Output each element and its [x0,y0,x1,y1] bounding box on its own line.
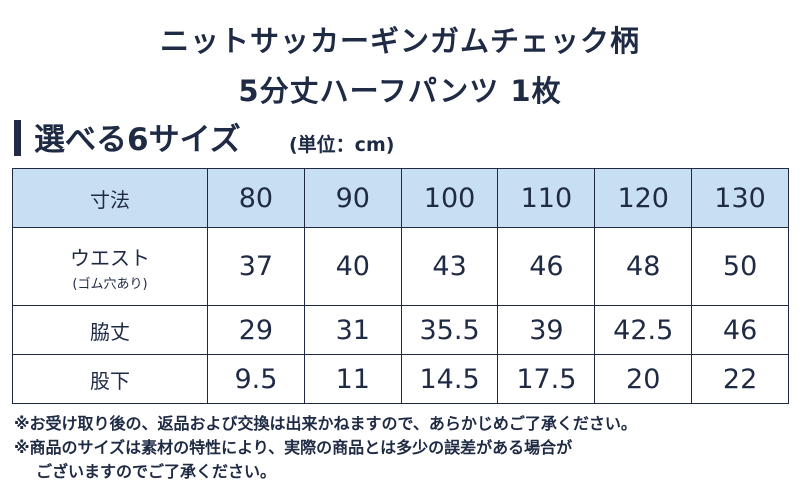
product-title-line2: 5分丈ハーフパンツ 1枚 [238,74,562,108]
size-header-cell: 90 [303,168,402,228]
size-header-cell: 130 [691,168,789,228]
table-cell: 46 [497,226,596,307]
table-cell: 40 [303,226,402,307]
table-cell: 29 [207,305,305,356]
table-cell: 22 [691,354,789,404]
table-cell: 35.5 [400,305,499,356]
row-label: ウエスト [70,245,150,270]
table-cell: 11 [303,354,402,404]
table-cell: 42.5 [594,305,693,356]
table-cell: 43 [400,226,499,307]
table-cell: 48 [594,226,693,307]
row-label-inseam: 股下 [12,354,208,404]
product-title-line1: ニットサッカーギンガムチェック柄 [159,24,640,58]
table-cell: 9.5 [207,354,305,404]
size-header-row: 寸法 80 90 100 110 120 130 [12,168,789,228]
size-header-cell: 100 [400,168,499,228]
note-size-variance-cont: ございますのでご了承ください。 [36,462,277,481]
header-item-label: 寸法 [12,168,208,228]
unit-label: (単位：cm) [289,134,395,156]
table-cell: 14.5 [400,354,499,404]
row-label-waist: ウエスト (ゴム穴あり) [12,226,208,307]
notes: ※お受け取り後の、返品および交換は出来かねますので、あらかじめご了承ください。 … [14,412,794,484]
size-header-cell: 80 [207,168,305,228]
row-sublabel: (ゴム穴あり) [72,276,148,292]
table-cell: 17.5 [497,354,596,404]
note-size-variance: ※商品のサイズは素材の特性により、実際の商品とは多少の誤差がある場合が [14,438,573,457]
table-cell: 37 [207,226,305,307]
table-row: 脇丈 29 31 35.5 39 42.5 46 [12,305,789,356]
note-return-policy: ※お受け取り後の、返品および交換は出来かねますので、あらかじめご了承ください。 [14,414,637,433]
size-table: 寸法 80 90 100 110 120 130 ウエスト (ゴム穴あり) 37… [12,168,789,404]
table-cell: 50 [691,226,789,307]
table-cell: 46 [691,305,789,356]
heading-accent-bar [14,120,21,156]
table-cell: 39 [497,305,596,356]
size-header-cell: 120 [594,168,693,228]
size-header-cell: 110 [497,168,596,228]
table-cell: 31 [303,305,402,356]
row-label-side-length: 脇丈 [12,305,208,356]
table-cell: 20 [594,354,693,404]
table-row: ウエスト (ゴム穴あり) 37 40 43 46 48 50 [12,226,789,307]
table-row: 股下 9.5 11 14.5 17.5 20 22 [12,354,789,404]
section-heading: 選べる6サイズ [34,122,241,158]
